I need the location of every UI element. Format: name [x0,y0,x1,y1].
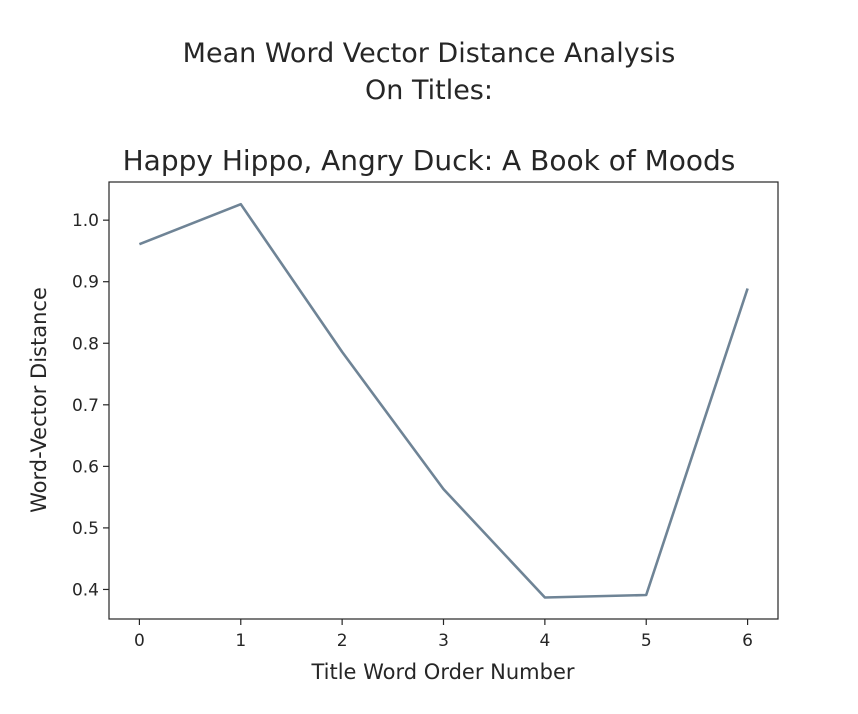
x-tick-label: 3 [438,631,449,651]
x-axis-label: Title Word Order Number [310,660,574,684]
x-tick-label: 0 [134,631,145,651]
y-tick-label: 0.8 [72,334,99,354]
y-tick-label: 0.6 [72,457,99,477]
chart-title-line-2: On Titles: [365,75,493,106]
plot-area-frame [108,181,779,620]
y-tick-label: 0.9 [72,273,99,293]
x-tick-label: 2 [337,631,348,651]
axis-ticks: 0 1 2 3 4 5 6 0.4 0.5 0.6 0.7 0.8 0.9 1.0 [72,211,753,651]
x-tick-label: 6 [742,631,753,651]
y-tick-label: 0.7 [72,396,99,416]
y-axis-label: Word-Vector Distance [27,287,51,513]
chart-subtitle: Happy Hippo, Angry Duck: A Book of Moods [122,144,736,177]
series-group [138,202,749,599]
x-tick-label: 1 [235,631,246,651]
y-tick-label: 0.4 [72,580,99,600]
x-tick-label: 5 [641,631,652,651]
chart-title-line-1: Mean Word Vector Distance Analysis [182,38,676,69]
x-tick-label: 4 [539,631,550,651]
series-line [138,202,749,599]
y-tick-label: 1.0 [72,211,99,231]
y-tick-label: 0.5 [72,519,99,539]
